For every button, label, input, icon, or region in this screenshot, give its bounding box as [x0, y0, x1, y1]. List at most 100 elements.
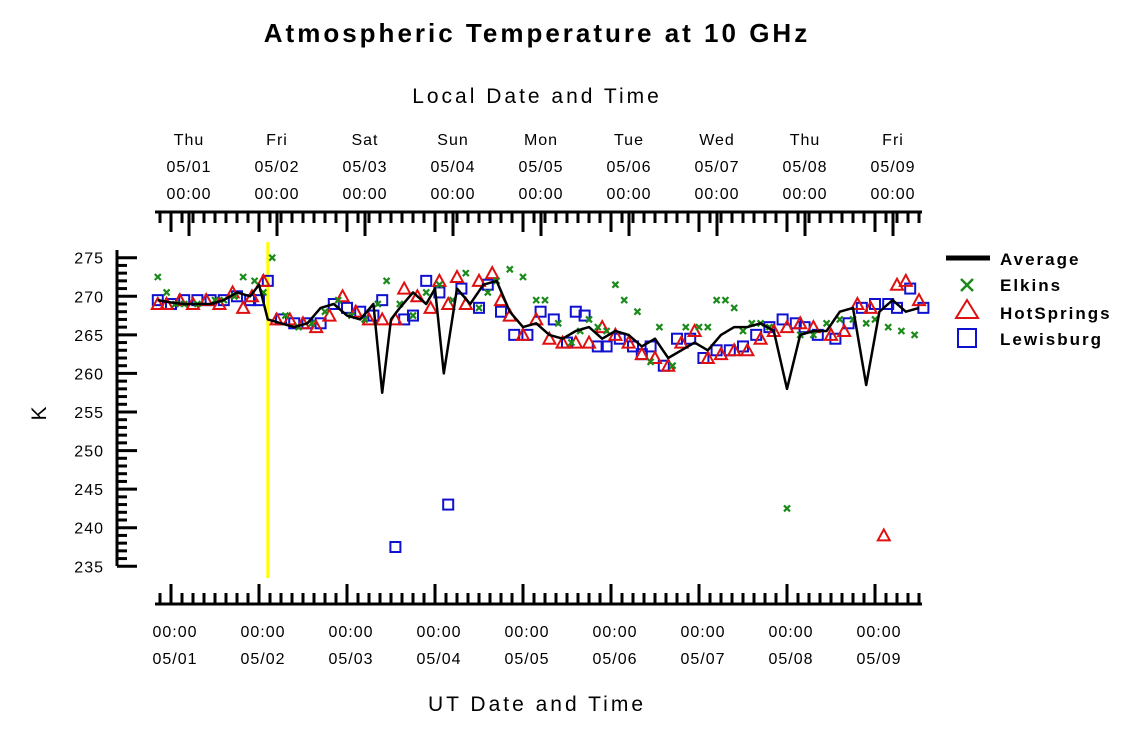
legend: Average Elkins HotSprings Lewisburg	[946, 250, 1112, 349]
legend-hotsprings-label: HotSprings	[1000, 304, 1112, 323]
hotsprings-point	[150, 295, 166, 310]
top-tick-date: 05/02	[254, 159, 299, 176]
top-tick-time: 00:00	[782, 186, 827, 203]
lewisburg-point	[389, 541, 402, 553]
bottom-tick-time: 00:00	[240, 624, 285, 641]
bottom-tick-time: 00:00	[504, 624, 549, 641]
lewisburg-point	[341, 301, 353, 314]
hotsprings-point	[235, 299, 251, 314]
elkins-point	[435, 280, 444, 289]
lewisburg-point	[442, 498, 455, 511]
top-tick-time: 00:00	[694, 186, 739, 203]
elkins-point	[506, 265, 514, 274]
elkins-point	[268, 253, 276, 262]
hotsprings-point	[515, 326, 531, 341]
top-tick-date: 05/09	[870, 159, 915, 176]
elkins-point	[250, 277, 259, 285]
top-tick-day: Wed	[699, 132, 735, 149]
elkins-point	[409, 311, 417, 320]
y-tick-label: 235	[74, 559, 104, 576]
legend-hotsprings-swatch	[954, 298, 980, 319]
top-tick-day: Fri	[882, 132, 904, 149]
elkins-point	[897, 327, 906, 335]
elkins-point	[646, 358, 655, 366]
top-tick-day: Tue	[614, 132, 644, 149]
bottom-tick-time: 00:00	[768, 624, 813, 641]
elkins-point	[594, 323, 602, 331]
elkins-point	[620, 296, 628, 304]
hotsprings-point	[634, 346, 650, 361]
hotsprings-point	[581, 334, 597, 349]
top-tick-date: 05/06	[606, 159, 651, 176]
lewisburg-point	[420, 274, 433, 287]
hotsprings-point	[268, 311, 285, 326]
elkins-point	[585, 315, 593, 324]
elkins-point	[695, 323, 703, 331]
hotsprings-point	[862, 299, 879, 314]
lewisburg-point	[591, 340, 604, 353]
legend-elkins-label: Elkins	[1000, 276, 1062, 295]
elkins-point	[712, 296, 721, 304]
elkins-point	[730, 304, 738, 312]
top-tick-day: Thu	[174, 132, 205, 149]
top-tick-day: Fri	[266, 132, 288, 149]
hotsprings-point	[700, 349, 716, 364]
top-tick-date: 05/01	[166, 159, 211, 176]
top-tick-time: 00:00	[254, 186, 299, 203]
hotsprings-point	[348, 303, 364, 318]
hotsprings-point	[911, 292, 927, 307]
bottom-tick-date: 05/01	[152, 651, 197, 668]
bottom-tick-date: 05/02	[240, 651, 285, 668]
hotsprings-point	[779, 319, 795, 334]
lewisburg-point	[829, 332, 842, 345]
legend-lewisburg-swatch	[957, 328, 977, 348]
elkins-point	[462, 269, 470, 277]
hotsprings-point	[713, 346, 729, 361]
hotsprings-point	[726, 342, 742, 357]
chart-title: Atmospheric Temperature at 10 GHz	[264, 18, 810, 48]
hotsprings-point	[792, 315, 808, 330]
y-tick-label: 255	[74, 405, 104, 422]
bottom-tick-date: 05/06	[592, 651, 637, 668]
hotsprings-point	[541, 330, 558, 345]
bottom-tick-time: 00:00	[328, 624, 373, 641]
bottom-tick-date: 05/05	[504, 651, 549, 668]
elkins-point	[739, 327, 747, 335]
hotsprings-point	[752, 330, 769, 345]
elkins-point	[611, 280, 620, 289]
bottom-tick-time: 00:00	[856, 624, 901, 641]
elkins-point	[321, 307, 329, 316]
lewisburg-point	[547, 313, 560, 326]
elkins-point	[567, 338, 576, 347]
lewisburg-point	[407, 309, 419, 322]
lewisburg-point	[776, 313, 789, 326]
hotsprings-point	[836, 322, 852, 337]
elkins-point	[836, 315, 844, 324]
y-tick-label: 260	[74, 366, 104, 383]
lewisburg-point	[882, 298, 895, 310]
x-axis-title: UT Date and Time	[428, 693, 646, 716]
hotsprings-point	[876, 527, 892, 542]
elkins-point	[162, 288, 171, 297]
lewisburg-point	[569, 305, 582, 318]
hotsprings-point	[554, 334, 571, 349]
elkins-point	[721, 296, 730, 304]
elkins-point	[154, 273, 162, 281]
hotsprings-point	[471, 272, 487, 287]
y-tick-label: 265	[74, 328, 104, 345]
top-tick-day: Mon	[524, 132, 558, 149]
lewisburg-point	[627, 340, 639, 353]
elkins-point	[374, 300, 382, 308]
hotsprings-point	[620, 334, 637, 349]
y-tick-label: 245	[74, 482, 104, 499]
lewisburg-point	[327, 298, 340, 310]
hotsprings-point	[673, 334, 690, 349]
elkins-point	[682, 323, 690, 331]
series-layer	[150, 253, 930, 553]
top-tick-day: Sat	[351, 132, 378, 149]
elkins-point	[519, 273, 527, 281]
top-tick-date: 05/05	[518, 159, 563, 176]
elkins-point	[422, 288, 430, 297]
lewisburg-point	[495, 305, 507, 318]
